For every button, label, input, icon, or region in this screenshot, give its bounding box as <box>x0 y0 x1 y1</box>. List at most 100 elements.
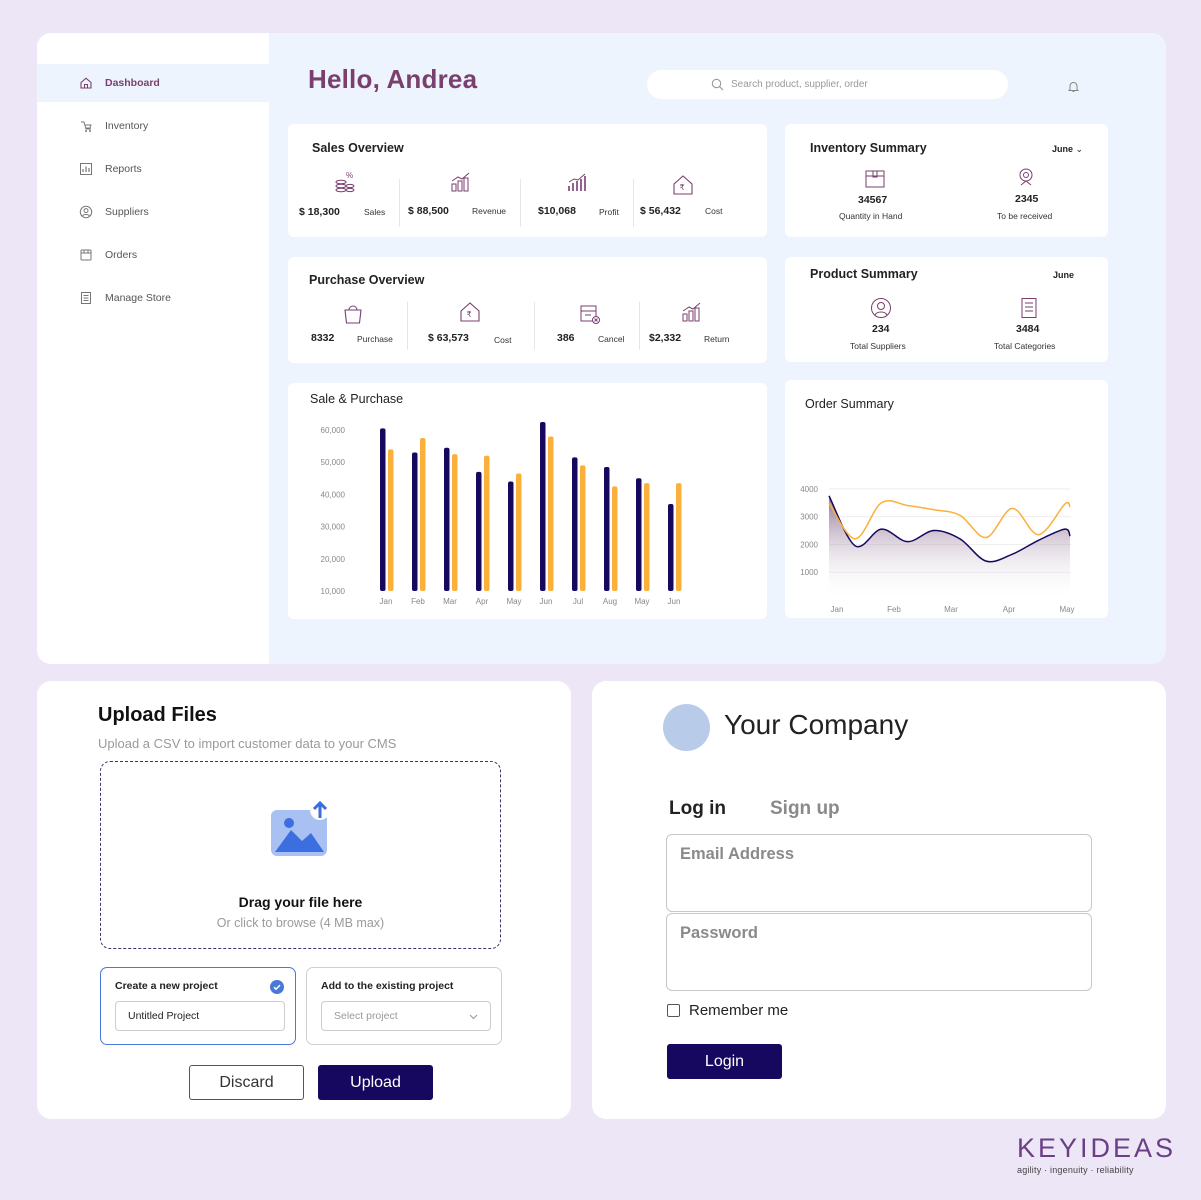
project-select-placeholder: Select project <box>334 1010 398 1022</box>
password-field[interactable]: Password <box>666 913 1092 991</box>
revenue-icon <box>451 172 470 192</box>
divider <box>399 179 400 227</box>
purchase-cost-label: Cost <box>494 335 512 345</box>
discard-button[interactable]: Discard <box>189 1065 304 1100</box>
x-tick-label: Mar <box>944 605 958 614</box>
sales-bar <box>452 454 458 591</box>
sales-bar <box>676 483 682 591</box>
sale-purchase-card: Sale & Purchase 60,000 50,000 40,000 30,000… <box>288 383 767 619</box>
bell-icon[interactable] <box>1067 80 1080 93</box>
chart-title: Order Summary <box>805 397 894 411</box>
remember-label: Remember me <box>689 1002 789 1019</box>
sidebar-item-dashboard[interactable]: Dashboard <box>37 64 269 102</box>
check-circle-icon <box>270 980 284 994</box>
y-tick-label: 50,000 <box>321 458 346 467</box>
purchase-bar <box>508 481 514 591</box>
purchase-bar <box>572 457 578 591</box>
x-tick-label: Apr <box>476 597 489 606</box>
x-tick-label: Apr <box>1003 605 1016 614</box>
email-label: Email Address <box>680 845 795 863</box>
box-icon <box>81 121 92 132</box>
revenue-value: $ 88,500 <box>408 205 449 217</box>
home-icon <box>80 77 92 89</box>
order-summary-card: Order Summary 4000 3000 2000 1000 Jan Feb Mar A… <box>785 380 1108 618</box>
y-tick-label: 20,000 <box>321 555 346 564</box>
user-circle-icon <box>871 298 891 318</box>
divider <box>407 302 408 350</box>
tab-signup[interactable]: Sign up <box>770 798 840 819</box>
existing-project-option[interactable]: Add to the existing project Select proje… <box>306 967 502 1045</box>
y-tick-label: 10,000 <box>321 587 346 596</box>
profit-icon <box>568 173 586 191</box>
sale-purchase-chart: 60,000 50,000 40,000 30,000 20,000 10,000 Jan F… <box>321 421 682 606</box>
remember-me[interactable]: Remember me <box>667 1002 788 1019</box>
total-suppliers-value: 234 <box>872 323 890 335</box>
x-tick-label: Jan <box>380 597 393 606</box>
drop-title: Drag your file here <box>238 894 363 910</box>
profit-value: $10,068 <box>538 205 576 217</box>
checklist-icon <box>1021 298 1037 318</box>
y-tick-label: 40,000 <box>321 490 346 499</box>
sidebar-item-label: Dashboard <box>105 77 160 89</box>
month-select[interactable]: June ⌄ <box>1052 144 1083 155</box>
sidebar-item-label: Suppliers <box>105 206 149 218</box>
login-panel: Your Company Log in Sign up Email Addres… <box>592 681 1166 1119</box>
cost-value: $ 56,432 <box>640 205 681 217</box>
file-dropzone[interactable]: Drag your file here Or click to browse (… <box>100 761 501 949</box>
to-be-received-value: 2345 <box>1015 193 1039 205</box>
upload-title: Upload Files <box>98 704 217 726</box>
delivered-line <box>828 499 1071 540</box>
sales-bar <box>420 438 426 591</box>
tab-login[interactable]: Log in <box>669 798 726 819</box>
ordered-area <box>829 495 1070 600</box>
x-tick-label: Jun <box>668 597 681 606</box>
brand-logo: KEYIDEAS agility · ingenuity · reliabili… <box>1017 1133 1177 1175</box>
cancel-value: 386 <box>557 332 575 344</box>
total-categories-label: Total Categories <box>994 341 1056 351</box>
sidebar-item-manage-store[interactable]: Manage Store <box>37 279 269 317</box>
purchase-overview-card: Purchase Overview 8332 Purchase ₹ $ 63,5… <box>288 257 767 363</box>
sidebar-item-label: Manage Store <box>105 292 171 304</box>
card-title: Sales Overview <box>312 141 404 155</box>
search-icon <box>711 78 724 91</box>
brand-name: KEYIDEAS <box>1017 1133 1177 1163</box>
remember-checkbox[interactable] <box>667 1004 680 1017</box>
quantity-in-hand-value: 34567 <box>858 194 888 206</box>
dashboard-panel: Dashboard Inventory Reports Suppliers Or… <box>37 33 1166 664</box>
sidebar-item-inventory[interactable]: Inventory <box>37 107 269 145</box>
purchase-bar <box>636 478 642 591</box>
x-tick-label: Feb <box>411 597 425 606</box>
order-summary-chart: 4000300020001000JanFebMarAprMayOrderedDe… <box>800 485 1074 614</box>
chevron-down-icon: ⌄ <box>1073 144 1084 154</box>
location-icon <box>1019 168 1033 186</box>
y-tick-label: 4000 <box>800 485 818 494</box>
sales-bar <box>580 465 586 591</box>
new-project-option[interactable]: Create a new project Untitled Project <box>100 967 296 1045</box>
project-select[interactable]: Select project <box>321 1001 491 1031</box>
email-field[interactable]: Email Address <box>666 834 1092 912</box>
y-tick-label: 60,000 <box>321 426 346 435</box>
purchase-bar <box>540 421 546 591</box>
sales-bar <box>484 455 490 591</box>
chart-title: Sale & Purchase <box>310 392 404 406</box>
cost-home-icon: ₹ <box>460 302 480 322</box>
cost-home-icon: ₹ <box>673 175 693 195</box>
sidebar-item-reports[interactable]: Reports <box>37 150 269 188</box>
x-tick-label: Jun <box>540 597 553 606</box>
sidebar-item-orders[interactable]: Orders <box>37 236 269 274</box>
login-button[interactable]: Login <box>667 1044 782 1079</box>
sidebar-item-label: Reports <box>105 163 142 175</box>
svg-text:%: % <box>346 171 353 180</box>
sidebar-item-suppliers[interactable]: Suppliers <box>37 193 269 231</box>
total-suppliers-label: Total Suppliers <box>850 341 906 351</box>
divider <box>639 302 640 350</box>
return-label: Return <box>704 334 730 344</box>
upload-button[interactable]: Upload <box>318 1065 433 1100</box>
project-name-input[interactable]: Untitled Project <box>115 1001 285 1031</box>
sales-bar <box>644 483 650 591</box>
orders-icon <box>80 249 92 261</box>
card-title: Purchase Overview <box>309 273 425 287</box>
x-tick-label: Mar <box>443 597 457 606</box>
svg-text:₹: ₹ <box>467 310 472 319</box>
search-input[interactable]: Search product, supplier, order <box>647 70 1008 99</box>
